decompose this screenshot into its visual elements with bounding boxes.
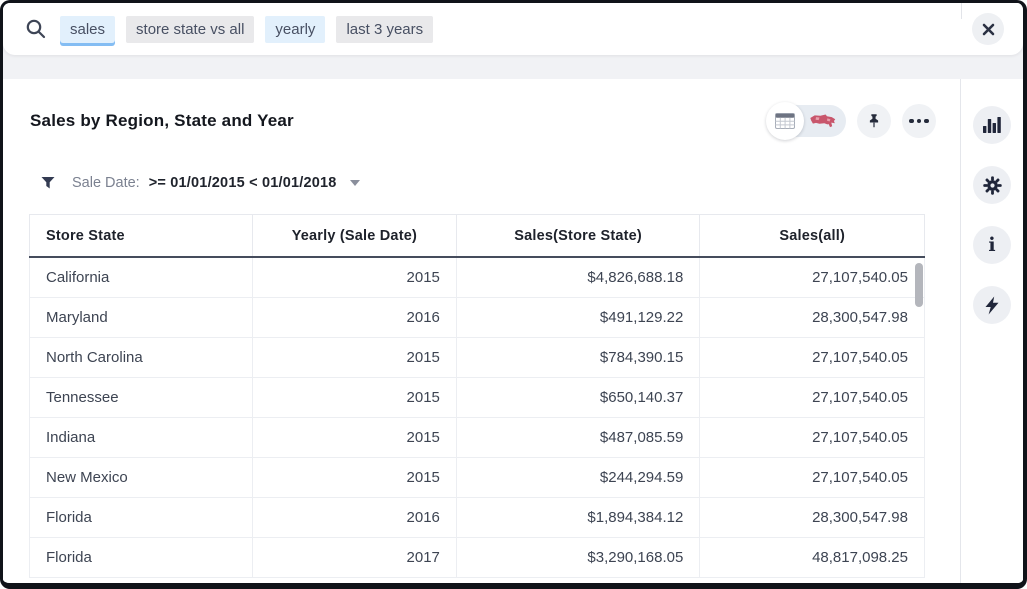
answer-panel: Sales by Region, State and Year (3, 79, 1023, 583)
background-band (3, 55, 1023, 79)
cell-store-state: California (29, 256, 253, 298)
divider (961, 3, 962, 19)
cell-sales-store-state: $650,140.37 (455, 377, 701, 418)
cell-year: 2015 (251, 256, 457, 298)
close-search-button[interactable] (972, 13, 1004, 45)
cell-sales-all: 27,107,540.05 (699, 377, 925, 418)
cell-sales-all: 28,300,547.98 (699, 297, 925, 338)
viz-type-toggle (766, 102, 846, 140)
search-token[interactable]: store state vs all (126, 15, 255, 43)
cell-sales-all: 27,107,540.05 (699, 457, 925, 498)
answer-main: Sales by Region, State and Year (3, 79, 960, 583)
answer-header: Sales by Region, State and Year (3, 79, 960, 141)
cell-sales-all: 48,817,098.25 (699, 537, 925, 578)
table-icon (775, 113, 795, 129)
cell-sales-all: 27,107,540.05 (699, 417, 925, 458)
info-button[interactable]: i (973, 226, 1011, 264)
search-token[interactable]: last 3 years (336, 15, 434, 43)
table-row[interactable]: Tennessee 2015 $650,140.37 27,107,540.05 (29, 377, 925, 418)
cell-sales-store-state: $784,390.15 (455, 337, 701, 378)
right-sidebar: i (961, 79, 1023, 583)
more-options-button[interactable] (902, 104, 936, 138)
cell-sales-all: 27,107,540.05 (699, 256, 925, 298)
cell-store-state: Indiana (29, 417, 253, 458)
table-row[interactable]: California 2015 $4,826,688.18 27,107,540… (29, 256, 925, 298)
filter-row[interactable]: Sale Date: >= 01/01/2015 < 01/01/2018 (41, 171, 960, 195)
cell-sales-store-state: $3,290,168.05 (455, 537, 701, 578)
cell-year: 2015 (251, 417, 457, 458)
cell-sales-all: 27,107,540.05 (699, 337, 925, 378)
cell-year: 2015 (251, 377, 457, 418)
sidebar-divider (960, 79, 961, 583)
usa-map-icon (809, 112, 837, 130)
pin-button[interactable] (857, 104, 891, 138)
column-header[interactable]: Yearly (Sale Date) (251, 214, 457, 258)
table-row[interactable]: Maryland 2016 $491,129.22 28,300,547.98 (29, 297, 925, 338)
cell-store-state: New Mexico (29, 457, 253, 498)
map-view-button[interactable] (806, 108, 840, 134)
results-table-container: Store State Yearly (Sale Date) Sales(Sto… (29, 214, 925, 578)
chevron-down-icon[interactable] (349, 180, 360, 186)
cell-sales-all: 28,300,547.98 (699, 497, 925, 538)
page-title: Sales by Region, State and Year (30, 111, 294, 130)
table-view-button[interactable] (766, 102, 804, 140)
cell-store-state: North Carolina (29, 337, 253, 378)
column-header[interactable]: Store State (29, 214, 253, 258)
cell-year: 2015 (251, 337, 457, 378)
search-bar: sales store state vs all yearly last 3 y… (3, 3, 1023, 55)
filter-label: Sale Date: (72, 175, 140, 191)
column-header[interactable]: Sales(all) (699, 214, 925, 258)
info-icon: i (988, 233, 996, 256)
funnel-icon (41, 176, 55, 190)
cell-sales-store-state: $1,894,384.12 (455, 497, 701, 538)
search-token[interactable]: yearly (265, 15, 326, 43)
settings-button[interactable] (973, 166, 1011, 204)
results-table: Store State Yearly (Sale Date) Sales(Sto… (29, 214, 925, 578)
lightning-icon (984, 296, 1000, 315)
cell-store-state: Florida (29, 497, 253, 538)
chart-config-button[interactable] (973, 106, 1011, 144)
table-row[interactable]: New Mexico 2015 $244,294.59 27,107,540.0… (29, 457, 925, 498)
cell-year: 2016 (251, 497, 457, 538)
table-row[interactable]: Indiana 2015 $487,085.59 27,107,540.05 (29, 417, 925, 458)
ellipsis-icon (909, 118, 929, 124)
filter-value[interactable]: >= 01/01/2015 < 01/01/2018 (148, 175, 337, 191)
answer-actions (766, 102, 936, 140)
table-row[interactable]: North Carolina 2015 $784,390.15 27,107,5… (29, 337, 925, 378)
cell-sales-store-state: $487,085.59 (455, 417, 701, 458)
column-header[interactable]: Sales(Store State) (455, 214, 701, 258)
table-scrollbar[interactable] (915, 263, 923, 307)
cell-store-state: Tennessee (29, 377, 253, 418)
cell-sales-store-state: $244,294.59 (455, 457, 701, 498)
cell-store-state: Florida (29, 537, 253, 578)
cell-sales-store-state: $491,129.22 (455, 297, 701, 338)
close-icon (982, 23, 995, 36)
gear-icon (982, 175, 1003, 196)
table-row[interactable]: Florida 2017 $3,290,168.05 48,817,098.25 (29, 537, 925, 578)
pushpin-icon (865, 112, 883, 130)
search-icon (24, 17, 48, 41)
search-tokens: sales store state vs all yearly last 3 y… (60, 15, 434, 43)
cell-store-state: Maryland (29, 297, 253, 338)
cell-year: 2017 (251, 537, 457, 578)
insights-button[interactable] (973, 286, 1011, 324)
search-token[interactable]: sales (60, 15, 116, 43)
cell-year: 2015 (251, 457, 457, 498)
cell-sales-store-state: $4,826,688.18 (455, 256, 701, 298)
bar-chart-icon (982, 116, 1002, 134)
table-header-row: Store State Yearly (Sale Date) Sales(Sto… (29, 214, 925, 258)
cell-year: 2016 (251, 297, 457, 338)
table-row[interactable]: Florida 2016 $1,894,384.12 28,300,547.98 (29, 497, 925, 538)
